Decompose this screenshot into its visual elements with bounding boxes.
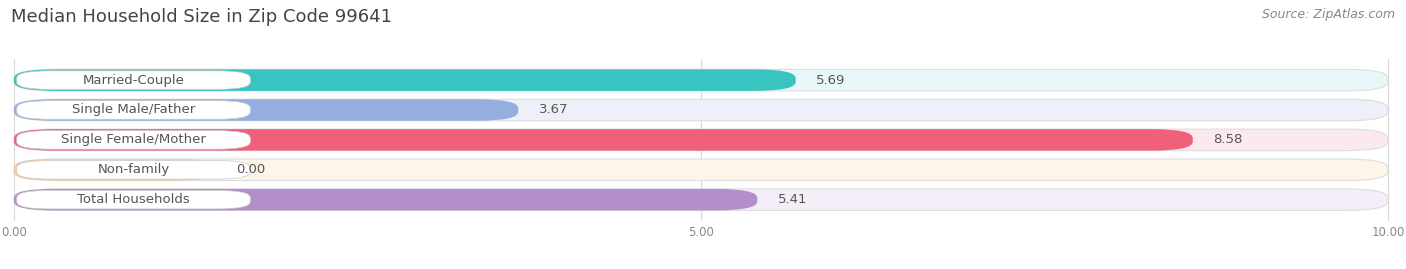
Text: 3.67: 3.67 [538, 104, 568, 116]
Text: 8.58: 8.58 [1213, 133, 1243, 146]
FancyBboxPatch shape [14, 69, 1388, 91]
Text: Single Female/Mother: Single Female/Mother [60, 133, 205, 146]
FancyBboxPatch shape [17, 161, 250, 179]
FancyBboxPatch shape [14, 189, 758, 210]
Text: 5.69: 5.69 [817, 74, 846, 87]
FancyBboxPatch shape [14, 129, 1192, 151]
Text: Non-family: Non-family [97, 163, 170, 176]
FancyBboxPatch shape [14, 99, 519, 121]
Text: 5.41: 5.41 [778, 193, 807, 206]
Text: Single Male/Father: Single Male/Father [72, 104, 195, 116]
FancyBboxPatch shape [14, 189, 1388, 210]
FancyBboxPatch shape [14, 159, 221, 180]
FancyBboxPatch shape [14, 159, 1388, 180]
FancyBboxPatch shape [14, 69, 796, 91]
FancyBboxPatch shape [17, 71, 250, 89]
FancyBboxPatch shape [17, 190, 250, 209]
FancyBboxPatch shape [14, 129, 1388, 151]
FancyBboxPatch shape [17, 101, 250, 119]
Text: Total Households: Total Households [77, 193, 190, 206]
Text: Median Household Size in Zip Code 99641: Median Household Size in Zip Code 99641 [11, 8, 392, 26]
Text: Married-Couple: Married-Couple [83, 74, 184, 87]
FancyBboxPatch shape [17, 131, 250, 149]
Text: Source: ZipAtlas.com: Source: ZipAtlas.com [1261, 8, 1395, 21]
Text: 0.00: 0.00 [236, 163, 266, 176]
FancyBboxPatch shape [14, 99, 1388, 121]
